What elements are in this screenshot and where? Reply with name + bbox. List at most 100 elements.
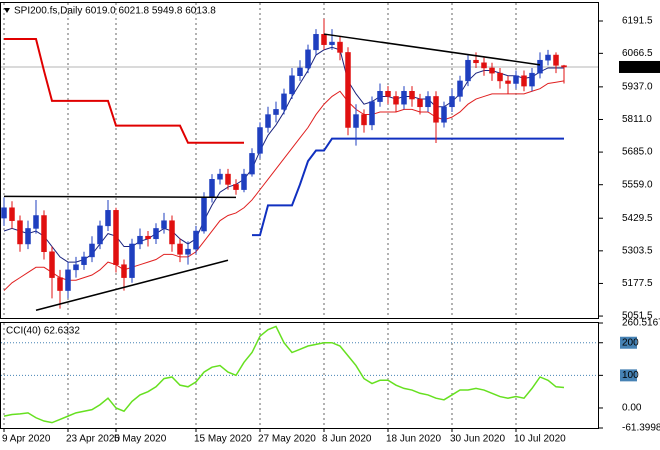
candle-body xyxy=(369,101,375,126)
y-tick-label: 100 xyxy=(622,370,639,381)
y-tick-label-box xyxy=(620,336,637,349)
candle-body xyxy=(465,59,471,82)
x-tick-label: 8 Jun 2020 xyxy=(322,434,372,445)
candle-body xyxy=(41,215,47,252)
candle-body xyxy=(553,54,559,66)
candle-body xyxy=(481,62,487,69)
y-tick-label: 5937.0 xyxy=(622,82,653,93)
candle-body xyxy=(105,210,111,227)
candle-body xyxy=(297,67,303,76)
candle-body xyxy=(489,67,495,74)
candle-body xyxy=(561,65,567,68)
candle-body xyxy=(289,75,295,95)
indicator-line xyxy=(3,80,565,291)
candle-body xyxy=(161,220,167,229)
last-price-box xyxy=(619,60,660,73)
candle-body xyxy=(537,59,543,74)
y-tick-label: 5811.0 xyxy=(622,114,652,125)
candle-body xyxy=(529,72,535,87)
candle-body xyxy=(9,207,15,221)
candle-body xyxy=(185,248,191,255)
indicator-line xyxy=(4,37,244,144)
candle-body xyxy=(393,96,399,105)
trendline xyxy=(3,195,237,199)
candle-body xyxy=(321,34,327,45)
candle-body xyxy=(241,173,247,190)
candle-body xyxy=(377,91,383,102)
menu-triangle xyxy=(4,8,10,13)
candle-body xyxy=(65,269,71,291)
candle-body xyxy=(249,153,255,175)
candle-body xyxy=(1,207,7,219)
candle-body xyxy=(193,230,199,250)
candle-body xyxy=(89,243,95,258)
candle-body xyxy=(329,41,335,45)
candle-body xyxy=(353,114,359,128)
candle-body xyxy=(385,91,391,97)
candle-body xyxy=(313,34,319,51)
candle-body xyxy=(505,80,511,84)
candle-body xyxy=(25,228,31,245)
candle-body xyxy=(225,173,231,185)
candle-body xyxy=(49,251,55,278)
y-tick-label: 5303.5 xyxy=(622,245,653,256)
candle-body xyxy=(145,235,151,240)
trendline xyxy=(35,259,229,311)
indicator-title: CCI(40) 62.6332 xyxy=(6,326,80,337)
y-tick-label: 5177.5 xyxy=(622,278,653,289)
y-tick-label: 5685.0 xyxy=(622,147,653,158)
candle-body xyxy=(281,93,287,110)
x-tick-label: 9 Apr 2020 xyxy=(2,434,51,445)
y-tick-label: 5429.5 xyxy=(622,213,653,224)
candle-body xyxy=(129,243,135,278)
candle-body xyxy=(409,91,415,100)
candle-body xyxy=(33,215,39,229)
y-tick-label: 6191.5 xyxy=(622,16,653,27)
candle-body xyxy=(17,220,23,245)
candle-body xyxy=(497,72,503,82)
y-tick-label: 6066.5 xyxy=(622,48,653,59)
x-tick-label: 10 Jul 2020 xyxy=(514,434,566,445)
candle-body xyxy=(433,96,439,123)
candle-body xyxy=(177,243,183,255)
main-pane-frame xyxy=(0,2,599,319)
candle-body xyxy=(305,49,311,69)
last-price-label: 6013.8 xyxy=(622,62,653,73)
candle-body xyxy=(545,54,551,61)
chart-title: SPI200.fs,Daily 6019.0 6021.8 5949.8 601… xyxy=(14,6,216,17)
x-tick-label: 15 May 2020 xyxy=(194,434,252,445)
y-tick-label: -61.3998 xyxy=(622,423,660,434)
y-tick-label: 5051.5 xyxy=(622,311,653,322)
x-tick-label: 30 Jun 2020 xyxy=(450,434,505,445)
candle-body xyxy=(233,184,239,190)
candle-body xyxy=(345,52,351,128)
candle-body xyxy=(521,75,527,87)
candle-body xyxy=(97,225,103,245)
indicator-line xyxy=(252,137,564,237)
y-tick-label: 0.00 xyxy=(622,403,642,414)
candle-body xyxy=(457,80,463,97)
candle-body xyxy=(169,220,175,245)
trendline xyxy=(323,33,541,66)
candle-body xyxy=(209,179,215,198)
x-tick-label: 18 Jun 2020 xyxy=(386,434,441,445)
candle-body xyxy=(121,264,127,278)
candle-body xyxy=(449,96,455,108)
candle-body xyxy=(217,173,223,180)
y-tick-label: 5559.0 xyxy=(622,179,653,190)
x-tick-label: 23 Apr 2020 xyxy=(66,434,120,445)
candle-body xyxy=(265,114,271,128)
candle-body xyxy=(273,109,279,115)
y-tick-label: 260.5167 xyxy=(622,318,660,329)
candle-body xyxy=(113,210,119,265)
candle-body xyxy=(361,114,367,126)
candle-body xyxy=(425,96,431,108)
y-tick-label: 200 xyxy=(622,337,639,348)
x-tick-label: 5 May 2020 xyxy=(114,434,167,445)
candle-body xyxy=(201,197,207,232)
candle-body xyxy=(257,127,263,154)
candle-body xyxy=(337,41,343,53)
candle-body xyxy=(81,256,87,265)
